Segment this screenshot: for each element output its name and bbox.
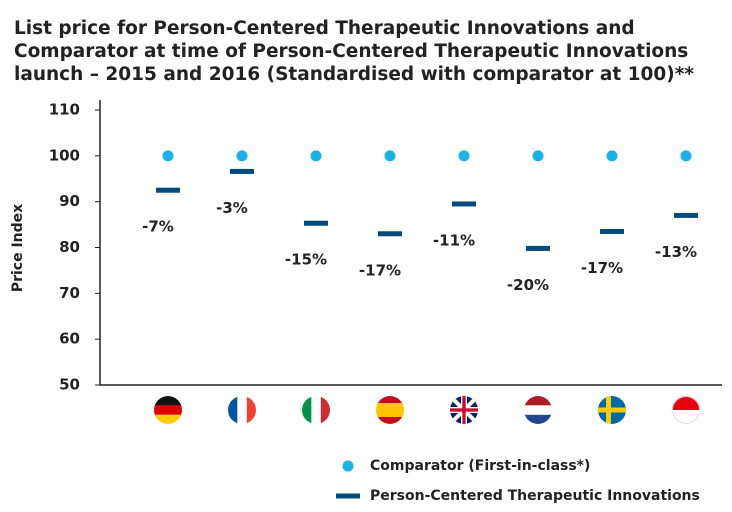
innovation-dash (304, 220, 328, 226)
flag-part (376, 417, 404, 424)
y-tick-label: 80 (59, 238, 80, 256)
flag-part (672, 410, 700, 424)
legend-label: Comparator (First-in-class*) (370, 458, 590, 474)
flag-icon (228, 396, 256, 424)
comparator-dot (384, 150, 396, 162)
flag-part (672, 396, 700, 410)
legend-marker (342, 460, 354, 472)
flag-part (246, 396, 256, 424)
flag-part (320, 396, 330, 424)
innovation-dash (600, 228, 624, 234)
comparator-dot (162, 150, 174, 162)
innovation-dash (674, 212, 698, 218)
y-tick-label: 90 (59, 192, 80, 210)
innovation-dash (378, 231, 402, 237)
data-label: -15% (285, 251, 327, 269)
comparator-dot (458, 150, 470, 162)
flag-part (376, 403, 404, 417)
y-axis-label: Price Index (10, 204, 26, 292)
chart-title: Comparator at time of Person-Centered Th… (14, 41, 688, 62)
comparator-dot (310, 150, 322, 162)
flag-icon (450, 396, 478, 424)
flag-part (524, 405, 552, 415)
innovation-dash (230, 168, 254, 174)
flag-icon (672, 396, 700, 424)
flag-part (606, 396, 611, 424)
y-tick-label: 110 (49, 101, 80, 119)
flag-part (524, 396, 552, 406)
legend-label: Person-Centered Therapeutic Innovations (370, 488, 700, 504)
flag-icon (154, 396, 182, 424)
data-label: -11% (433, 231, 475, 249)
flag-icon (598, 396, 626, 424)
flag-part (237, 396, 247, 424)
flag-part (302, 396, 312, 424)
legend-marker (336, 493, 360, 499)
innovation-dash (452, 201, 476, 207)
y-tick-label: 100 (49, 146, 80, 164)
y-tick-label: 50 (59, 376, 80, 394)
flag-part (598, 407, 626, 413)
data-label: -13% (655, 243, 697, 261)
flag-part (311, 396, 321, 424)
comparator-dot (680, 150, 692, 162)
comparator-dot (606, 150, 618, 162)
data-label: -17% (359, 261, 401, 279)
data-label: -7% (142, 218, 174, 236)
flag-part (450, 408, 478, 412)
chart-title: List price for Person-Centered Therapeut… (14, 18, 635, 39)
flag-icon (376, 396, 404, 424)
comparator-dot (532, 150, 544, 162)
flag-part (228, 396, 238, 424)
flag-part (154, 414, 182, 424)
flag-border (672, 396, 700, 424)
y-tick-label: 60 (59, 330, 80, 348)
y-tick-label: 70 (59, 284, 80, 302)
innovation-dash (526, 245, 550, 251)
flag-icon (524, 396, 552, 424)
chart-title: launch – 2015 and 2016 (Standardised wit… (14, 64, 694, 85)
data-label: -20% (507, 276, 549, 294)
data-label: -3% (216, 199, 248, 217)
flag-icon (302, 396, 330, 424)
flag-part (154, 405, 182, 415)
flag-part (154, 396, 182, 406)
flag-part (376, 396, 404, 403)
flag-part (524, 414, 552, 424)
comparator-dot (236, 150, 248, 162)
data-label: -17% (581, 259, 623, 277)
innovation-dash (156, 187, 180, 193)
